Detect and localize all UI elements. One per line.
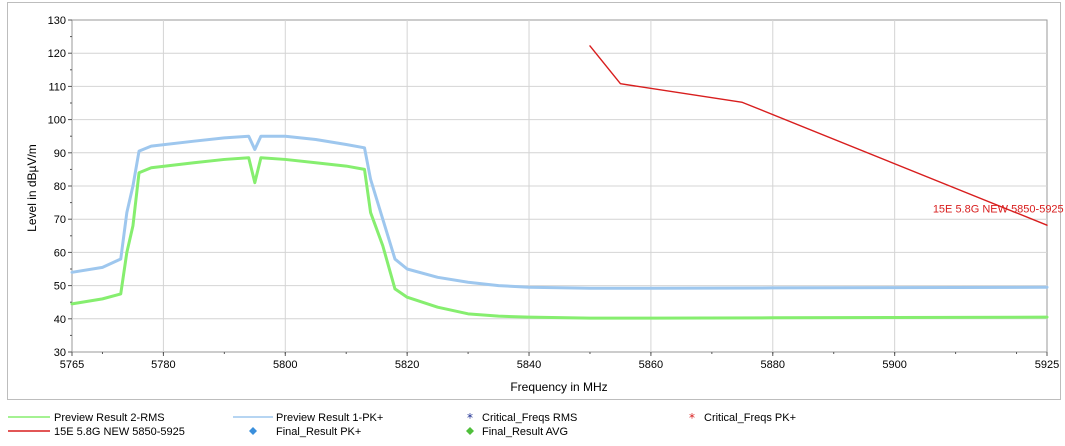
x-tick-label: 5860 <box>639 359 663 371</box>
x-tick-label: 5820 <box>395 359 419 371</box>
axes: 30 40 50 60 70 80 90 100 110 120 130 5765 5780 5800 58… <box>48 15 1060 371</box>
legend-label: Preview Result 2-RMS <box>54 412 165 424</box>
grid <box>71 19 1048 353</box>
y-tick-label: 80 <box>54 181 66 193</box>
y-tick-label: 40 <box>54 314 66 326</box>
legend-item: * Critical_Freqs RMS <box>467 411 577 425</box>
y-tick-label: 100 <box>48 115 66 127</box>
y-axis-title: Level in dBµV/m <box>25 144 39 232</box>
legend-item: * Critical_Freqs PK+ <box>689 411 796 425</box>
x-tick-label: 5780 <box>151 359 175 371</box>
series-group <box>70 45 1049 320</box>
diamond-marker-icon <box>466 427 474 435</box>
legend-item: 15E 5.8G NEW 5850-5925 <box>8 426 185 438</box>
diamond-marker-icon <box>249 427 257 435</box>
legend-label: 15E 5.8G NEW 5850-5925 <box>54 426 185 438</box>
y-tick-label: 120 <box>48 48 66 60</box>
legend-label: Final_Result PK+ <box>276 426 361 438</box>
annotations: 15E 5.8G NEW 5850-5925 <box>933 204 1064 216</box>
legend-label: Critical_Freqs PK+ <box>704 412 796 424</box>
y-tick-label: 30 <box>54 347 66 359</box>
legend-item: Preview Result 2-RMS <box>8 412 165 424</box>
y-tick-label: 130 <box>48 15 66 27</box>
x-tick-label: 5925 <box>1035 359 1059 371</box>
star-marker-icon: * <box>689 411 695 425</box>
y-tick-label: 60 <box>54 247 66 259</box>
y-tick-label: 70 <box>54 214 66 226</box>
star-marker-icon: * <box>467 411 473 425</box>
series-line <box>589 45 1048 226</box>
legend-label: Final_Result AVG <box>482 426 568 438</box>
y-tick-label: 110 <box>48 81 66 93</box>
x-tick-label: 5765 <box>60 359 84 371</box>
legend-item: Final_Result AVG <box>466 426 568 438</box>
legend-label: Critical_Freqs RMS <box>482 412 577 424</box>
limit-line-label: 15E 5.8G NEW 5850-5925 <box>933 204 1064 216</box>
legend-item: Final_Result PK+ <box>249 426 361 438</box>
x-tick-label: 5900 <box>882 359 906 371</box>
legend: Preview Result 2-RMS Preview Result 1-PK+… <box>8 411 796 438</box>
x-tick-label: 5840 <box>517 359 541 371</box>
series-line <box>70 156 1049 320</box>
series-line <box>70 134 1049 290</box>
y-tick-label: 50 <box>54 281 66 293</box>
y-tick-label: 90 <box>54 148 66 160</box>
x-tick-label: 5880 <box>761 359 785 371</box>
x-axis-title: Frequency in MHz <box>510 380 607 394</box>
legend-label: Preview Result 1-PK+ <box>276 412 383 424</box>
x-tick-label: 5800 <box>273 359 297 371</box>
legend-item: Preview Result 1-PK+ <box>233 412 383 424</box>
